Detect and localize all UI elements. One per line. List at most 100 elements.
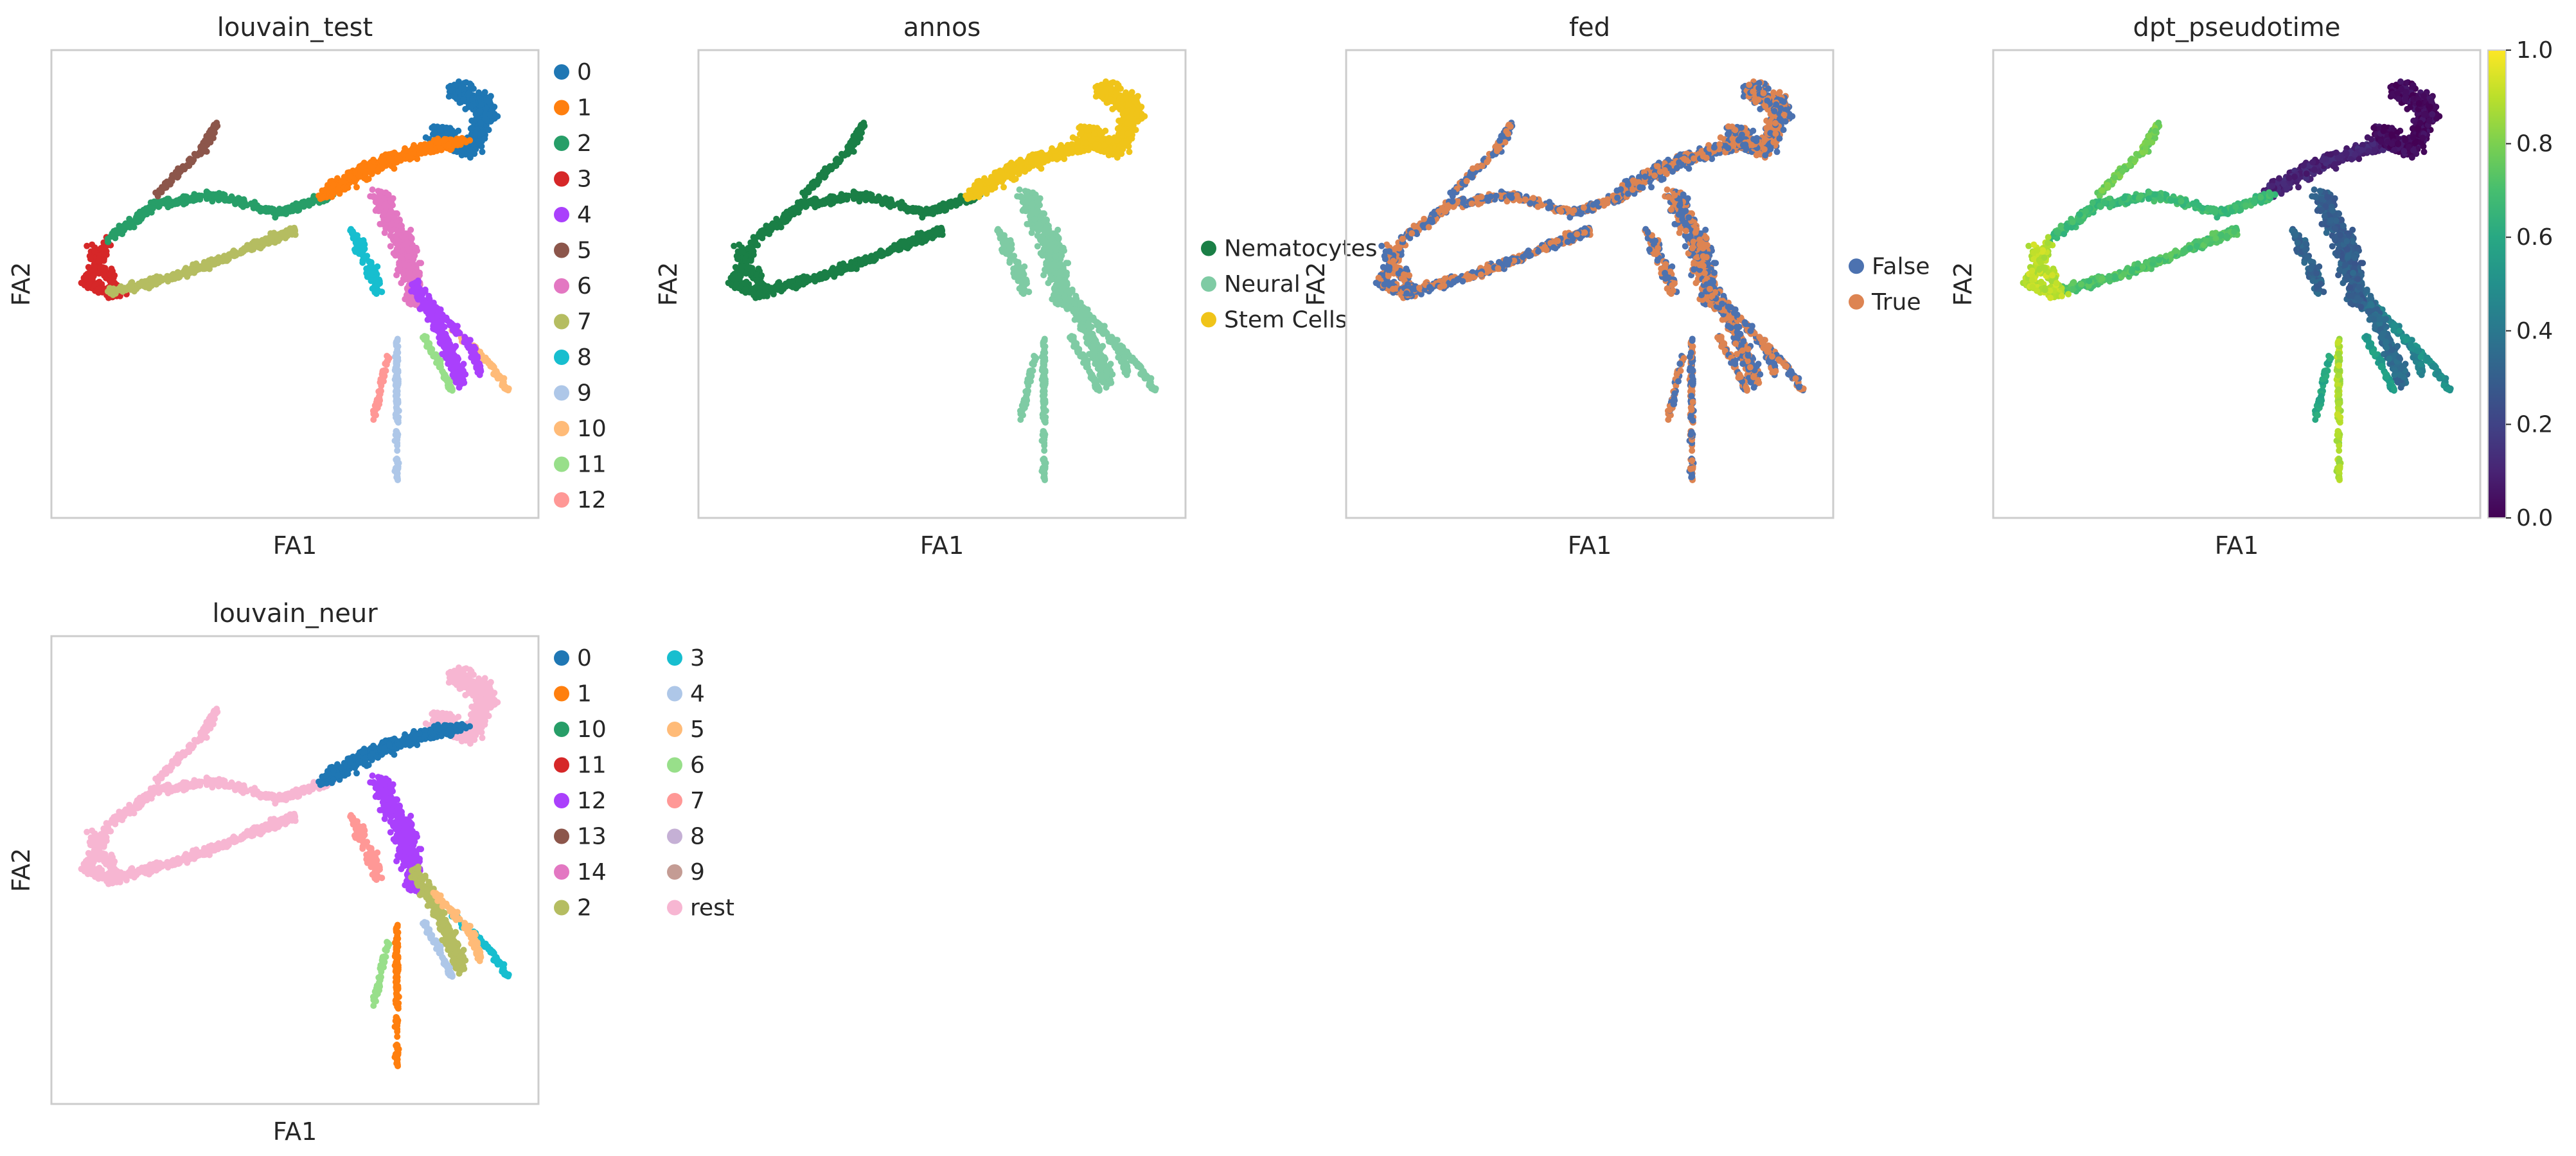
data-point bbox=[468, 125, 475, 132]
data-point bbox=[198, 192, 205, 199]
data-point bbox=[1123, 139, 1130, 146]
legend-label: 2 bbox=[577, 130, 592, 157]
data-point bbox=[395, 367, 402, 374]
data-point bbox=[461, 85, 468, 91]
data-point bbox=[1006, 163, 1013, 170]
data-point bbox=[445, 338, 452, 345]
data-point bbox=[391, 165, 398, 172]
data-point bbox=[1038, 165, 1045, 172]
data-point bbox=[153, 281, 160, 288]
data-point bbox=[394, 245, 401, 252]
points-annos bbox=[725, 78, 1159, 483]
data-point bbox=[450, 346, 457, 353]
data-point bbox=[477, 368, 484, 375]
data-point bbox=[276, 207, 283, 214]
data-point bbox=[372, 268, 379, 275]
data-point bbox=[382, 360, 389, 368]
data-point bbox=[465, 90, 472, 96]
data-point bbox=[357, 172, 363, 179]
legend-label: 1 bbox=[577, 95, 592, 121]
data-point bbox=[977, 181, 984, 188]
data-point bbox=[926, 231, 933, 238]
data-point bbox=[422, 134, 429, 141]
plot-frame bbox=[50, 49, 540, 519]
data-point bbox=[742, 285, 749, 292]
legend-marker bbox=[554, 385, 569, 401]
data-point bbox=[1000, 184, 1007, 191]
data-point bbox=[227, 196, 234, 203]
panels-layer: louvain_testFA1FA20123456789101112annosF… bbox=[7, 13, 2553, 1146]
data-point bbox=[432, 304, 440, 311]
data-point bbox=[423, 343, 430, 350]
data-point bbox=[375, 401, 382, 407]
data-point bbox=[1052, 153, 1059, 160]
data-point bbox=[845, 192, 852, 199]
data-point bbox=[366, 167, 373, 173]
legend-label: 8 bbox=[577, 344, 592, 371]
data-point bbox=[95, 258, 102, 265]
data-point bbox=[120, 223, 127, 230]
data-point bbox=[155, 189, 163, 196]
data-point bbox=[142, 283, 149, 290]
data-point bbox=[902, 244, 909, 251]
data-point bbox=[382, 225, 389, 232]
data-point bbox=[439, 328, 446, 335]
data-point bbox=[357, 237, 364, 244]
data-point bbox=[394, 337, 401, 344]
data-point bbox=[756, 290, 763, 297]
data-point bbox=[144, 206, 151, 213]
data-point bbox=[395, 398, 402, 405]
data-point bbox=[391, 353, 398, 360]
data-point bbox=[923, 207, 930, 214]
data-point bbox=[762, 285, 769, 292]
data-point bbox=[773, 215, 780, 222]
data-point bbox=[334, 186, 341, 193]
data-point bbox=[414, 292, 421, 299]
data-point bbox=[909, 206, 916, 213]
data-point bbox=[475, 139, 483, 146]
data-point bbox=[467, 103, 474, 110]
data-point bbox=[751, 235, 758, 242]
data-point bbox=[481, 89, 488, 96]
data-point bbox=[367, 269, 373, 276]
data-point bbox=[248, 247, 255, 253]
data-point bbox=[416, 144, 423, 151]
data-point bbox=[395, 417, 402, 424]
data-point bbox=[309, 196, 316, 203]
data-point bbox=[731, 242, 738, 249]
data-point bbox=[164, 278, 172, 285]
data-point bbox=[932, 204, 939, 211]
data-point bbox=[761, 230, 768, 237]
data-point bbox=[189, 159, 196, 166]
data-point bbox=[287, 229, 294, 236]
data-point bbox=[1126, 148, 1133, 156]
data-point bbox=[183, 193, 190, 200]
data-point bbox=[96, 270, 103, 277]
data-point bbox=[837, 265, 844, 272]
data-point bbox=[382, 368, 389, 374]
data-point bbox=[393, 465, 399, 472]
data-point bbox=[1123, 89, 1130, 96]
data-point bbox=[323, 186, 330, 193]
data-point bbox=[115, 285, 122, 292]
legend-label: 5 bbox=[577, 238, 592, 264]
data-point bbox=[1132, 127, 1139, 134]
data-point bbox=[1074, 143, 1081, 149]
data-point bbox=[1115, 125, 1123, 132]
data-point bbox=[758, 272, 765, 279]
data-point bbox=[447, 321, 454, 327]
data-point bbox=[479, 148, 486, 156]
data-point bbox=[412, 279, 419, 286]
data-point bbox=[344, 184, 351, 191]
data-point bbox=[1125, 101, 1132, 108]
data-point bbox=[279, 231, 286, 238]
data-point bbox=[121, 285, 128, 292]
data-point bbox=[424, 300, 431, 307]
data-point bbox=[430, 123, 437, 130]
legend-marker bbox=[554, 314, 569, 330]
data-point bbox=[857, 259, 864, 266]
data-point bbox=[193, 193, 200, 200]
data-point bbox=[444, 347, 451, 354]
data-point bbox=[849, 137, 855, 144]
